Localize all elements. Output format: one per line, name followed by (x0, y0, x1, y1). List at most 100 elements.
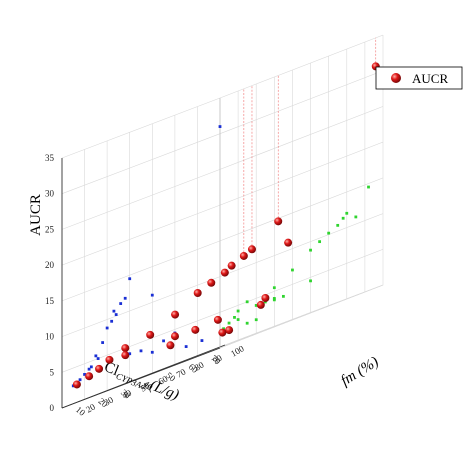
projection-point-green (341, 216, 345, 220)
z-tick-label: 10 (45, 332, 55, 342)
data-point (218, 328, 227, 337)
projection-point-green (245, 321, 249, 325)
data-point (170, 332, 179, 341)
y-tick-label: 70 (175, 366, 188, 379)
y-tick-label: 100 (229, 343, 246, 359)
data-point (121, 344, 130, 353)
data-point (220, 268, 229, 277)
z-tick-label: 25 (45, 224, 55, 234)
projection-point-blue (200, 339, 204, 342)
projection-point-blue (128, 352, 132, 356)
z-tick-label: 35 (45, 153, 55, 163)
legend-label: AUCR (412, 71, 448, 86)
data-point (193, 289, 202, 297)
wall-right (220, 35, 383, 348)
data-point (239, 251, 248, 260)
projection-point-green (222, 327, 226, 331)
projection-point-blue (78, 378, 82, 382)
data-point (171, 310, 180, 319)
data-point (284, 238, 293, 247)
projection-point-blue (87, 367, 91, 371)
y-axis-label: fm (%) (338, 354, 381, 389)
projection-point-green (327, 231, 331, 235)
projection-point-blue (110, 319, 114, 323)
projection-point-blue (150, 350, 154, 354)
projection-point-blue (150, 293, 154, 297)
projection-side-wall (222, 64, 378, 331)
projection-point-green (318, 240, 322, 244)
projection-point-green (354, 215, 358, 219)
y-tick-label: 90 (211, 352, 224, 365)
projection-point-blue (96, 357, 100, 360)
x-axis-label-main: Cl (102, 359, 121, 379)
legend: AUCR (375, 66, 463, 90)
data-point (121, 351, 130, 360)
projection-point-green (227, 321, 231, 325)
z-tick-label: 0 (50, 403, 55, 413)
projection-point-green (254, 318, 258, 322)
projection-point-blue (114, 313, 118, 316)
projection-point-green (236, 309, 240, 313)
projection-point-green (367, 185, 370, 189)
data-point (225, 326, 234, 335)
data-points (72, 62, 380, 389)
x-axis-label-unit: (L/g) (144, 376, 181, 403)
z-tick-label: 15 (45, 296, 55, 306)
data-point (274, 217, 283, 226)
data-point (146, 330, 155, 339)
z-tick-label: 20 (45, 260, 55, 270)
projection-point-green (309, 279, 312, 283)
projection-point-blue (119, 302, 123, 305)
projection-point-blue (162, 339, 165, 343)
legend-marker (391, 73, 401, 83)
data-point (85, 372, 94, 381)
data-point (247, 245, 256, 254)
y-tick-label: 40 (120, 387, 133, 400)
projection-point-blue (89, 365, 93, 369)
projection-point-green (272, 298, 276, 302)
data-point (261, 294, 270, 302)
projection-point-green (236, 318, 240, 321)
projection-point-blue (123, 296, 127, 300)
data-point (207, 278, 216, 287)
projection-point-green (254, 304, 258, 307)
z-axis-label: AUCR (28, 194, 44, 236)
projection-point-green (272, 297, 276, 300)
data-point (95, 364, 104, 373)
projection-point-blue (105, 326, 109, 330)
grid-line-y (224, 35, 384, 346)
plot-walls (62, 35, 383, 408)
drop-lines (243, 37, 377, 256)
y-axis-line (61, 344, 226, 409)
projection-point-blue (139, 349, 143, 353)
data-point (256, 300, 265, 309)
projection-point-blue (112, 309, 116, 313)
data-point (227, 261, 236, 270)
projection-point-blue (184, 345, 188, 348)
projection-point-blue (218, 125, 222, 128)
projection-point-blue (94, 354, 98, 358)
projection-point-green (245, 300, 249, 304)
data-point (191, 325, 200, 334)
projection-point-green (281, 294, 285, 298)
data-point (72, 380, 81, 389)
projection-point-blue (101, 341, 105, 344)
projection-point-green (233, 316, 236, 319)
y-tick-label: 20 (84, 401, 97, 414)
projection-point-green (272, 286, 276, 290)
data-point (105, 355, 114, 364)
projection-point-blue (83, 373, 86, 376)
projection-point-green (336, 223, 340, 227)
data-point (213, 315, 222, 324)
z-tick-label: 30 (45, 189, 55, 199)
wall-left (62, 98, 220, 408)
data-point (166, 341, 175, 350)
legend-box (375, 66, 463, 90)
projection-point-blue (128, 277, 132, 281)
projection-point-green (291, 268, 294, 272)
tick-labels: 0510152025303510203040506070203040506070… (45, 153, 246, 418)
projection-point-green (309, 248, 312, 252)
axes-frame (61, 98, 226, 409)
projection-point-green (345, 211, 349, 215)
